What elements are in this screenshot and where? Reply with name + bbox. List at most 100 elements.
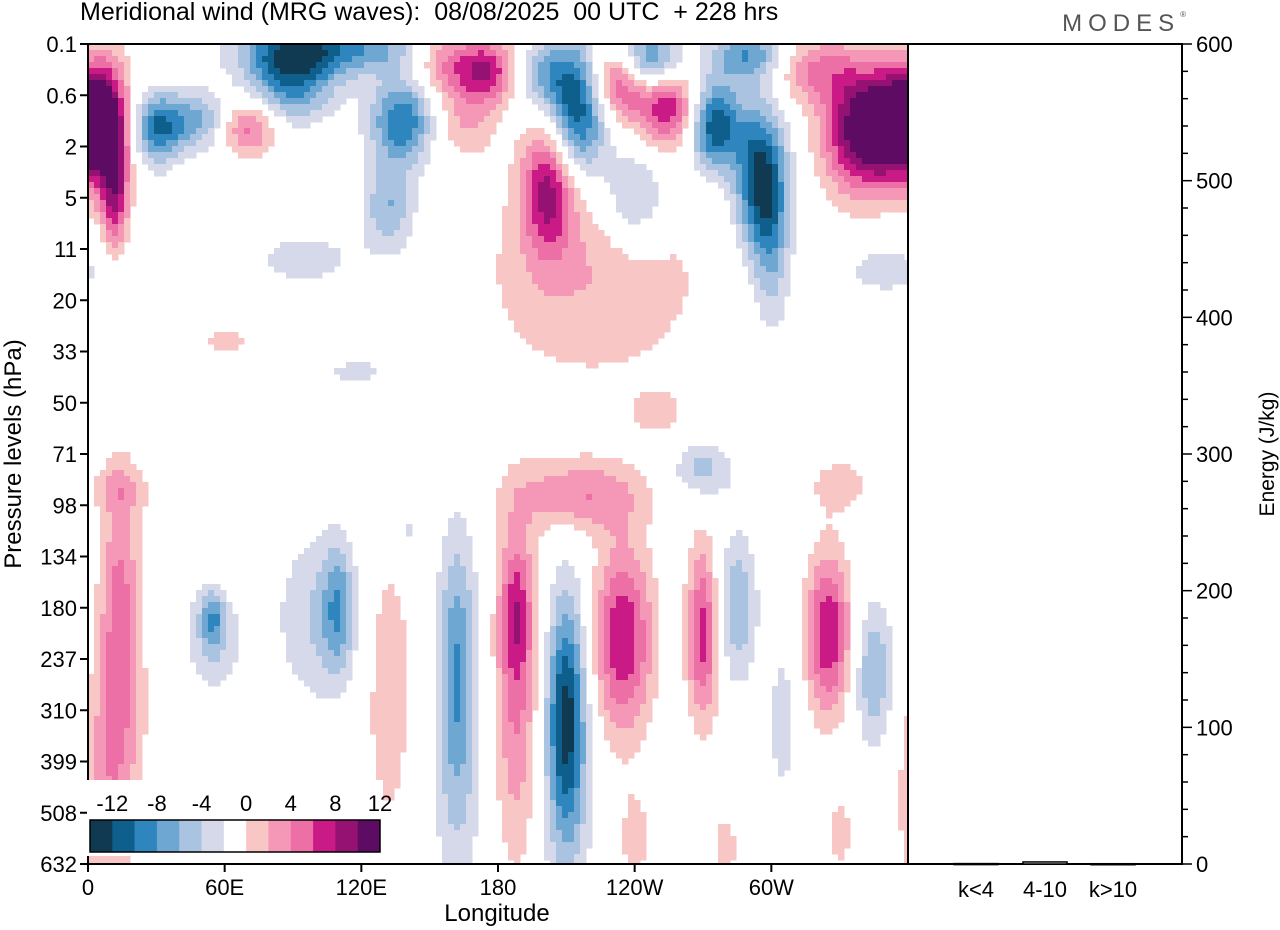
heatmap-cell <box>298 80 305 87</box>
heatmap-cell <box>142 158 149 165</box>
heatmap-cell <box>478 104 485 111</box>
heatmap-cell <box>178 104 185 111</box>
heatmap-cell <box>628 518 635 525</box>
heatmap-cell <box>400 170 407 177</box>
heatmap-cell <box>580 146 587 153</box>
heatmap-cell <box>610 260 617 267</box>
heatmap-cell <box>382 140 389 147</box>
heatmap-cell <box>508 206 515 213</box>
heatmap-cell <box>262 50 269 57</box>
heatmap-cell <box>388 56 395 63</box>
heatmap-cell <box>622 86 629 93</box>
heatmap-cell <box>292 74 299 81</box>
heatmap-cell <box>586 470 593 477</box>
heatmap-cell <box>364 182 371 189</box>
heatmap-cell <box>592 164 599 171</box>
heatmap-cell <box>292 572 299 579</box>
heatmap-cell <box>838 74 845 81</box>
heatmap-cell <box>694 602 701 609</box>
heatmap-cell <box>106 68 113 75</box>
heatmap-cell <box>124 512 131 519</box>
heatmap-cell <box>826 182 833 189</box>
heatmap-cell <box>376 194 383 201</box>
heatmap-cell <box>670 254 677 261</box>
heatmap-cell <box>748 194 755 201</box>
heatmap-cell <box>718 152 725 159</box>
heatmap-cell <box>640 482 647 489</box>
heatmap-cell <box>598 500 605 507</box>
heatmap-cell <box>610 314 617 321</box>
heatmap-cell <box>256 62 263 69</box>
heatmap-cell <box>304 62 311 69</box>
heatmap-cell <box>790 230 797 237</box>
heatmap-cell <box>622 578 629 585</box>
heatmap-cell <box>742 140 749 147</box>
heatmap-cell <box>496 494 503 501</box>
heatmap-cell <box>322 56 329 63</box>
heatmap-cell <box>874 272 881 279</box>
heatmap-cell <box>574 302 581 309</box>
heatmap-cell <box>850 92 857 99</box>
heatmap-cell <box>580 56 587 63</box>
heatmap-cell <box>568 572 575 579</box>
heatmap-cell <box>604 74 611 81</box>
heatmap-cell <box>634 560 641 567</box>
heatmap-cell <box>370 368 377 375</box>
heatmap-cell <box>814 56 821 63</box>
heatmap-cell <box>292 122 299 129</box>
heatmap-cell <box>592 320 599 327</box>
heatmap-cell <box>100 128 107 135</box>
heatmap-cell <box>838 80 845 87</box>
heatmap-cell <box>100 572 107 579</box>
heatmap-cell <box>892 92 899 99</box>
heatmap-cell <box>868 134 875 141</box>
heatmap-cell <box>106 110 113 117</box>
heatmap-cell <box>388 614 395 621</box>
heatmap-cell <box>130 560 137 567</box>
heatmap-cell <box>694 596 701 603</box>
heatmap-cell <box>142 134 149 141</box>
heatmap-cell <box>820 548 827 555</box>
heatmap-cell <box>508 92 515 99</box>
heatmap-cell <box>574 194 581 201</box>
heatmap-cell <box>556 578 563 585</box>
heatmap-cell <box>124 476 131 483</box>
heatmap-cell <box>460 104 467 111</box>
heatmap-cell <box>562 500 569 507</box>
heatmap-cell <box>592 572 599 579</box>
heatmap-cell <box>766 182 773 189</box>
heatmap-cell <box>826 146 833 153</box>
heatmap-cell <box>820 104 827 111</box>
heatmap-cell <box>388 608 395 615</box>
heatmap-cell <box>190 146 197 153</box>
heatmap-cell <box>94 104 101 111</box>
heatmap-cell <box>484 122 491 129</box>
heatmap-cell <box>544 206 551 213</box>
heatmap-cell <box>814 482 821 489</box>
heatmap-cell <box>826 524 833 531</box>
heatmap-cell <box>658 44 665 51</box>
heatmap-cell <box>298 104 305 111</box>
heatmap-cell <box>832 578 839 585</box>
heatmap-cell <box>646 290 653 297</box>
heatmap-cell <box>616 338 623 345</box>
heatmap-cell <box>550 50 557 57</box>
heatmap-cell <box>460 572 467 579</box>
heatmap-cell <box>280 86 287 93</box>
heatmap-cell <box>868 194 875 201</box>
heatmap-cell <box>598 578 605 585</box>
heatmap-cell <box>568 200 575 207</box>
heatmap-cell <box>106 512 113 519</box>
heatmap-cell <box>760 56 767 63</box>
heatmap-cell <box>496 74 503 81</box>
heatmap-cell <box>682 80 689 87</box>
heatmap-cell <box>610 470 617 477</box>
heatmap-cell <box>652 296 659 303</box>
heatmap-cell <box>178 158 185 165</box>
heatmap-cell <box>880 86 887 93</box>
heatmap-cell <box>610 170 617 177</box>
heatmap-cell <box>850 482 857 489</box>
heatmap-cell <box>136 104 143 111</box>
heatmap-cell <box>526 128 533 135</box>
heatmap-cell <box>412 92 419 99</box>
